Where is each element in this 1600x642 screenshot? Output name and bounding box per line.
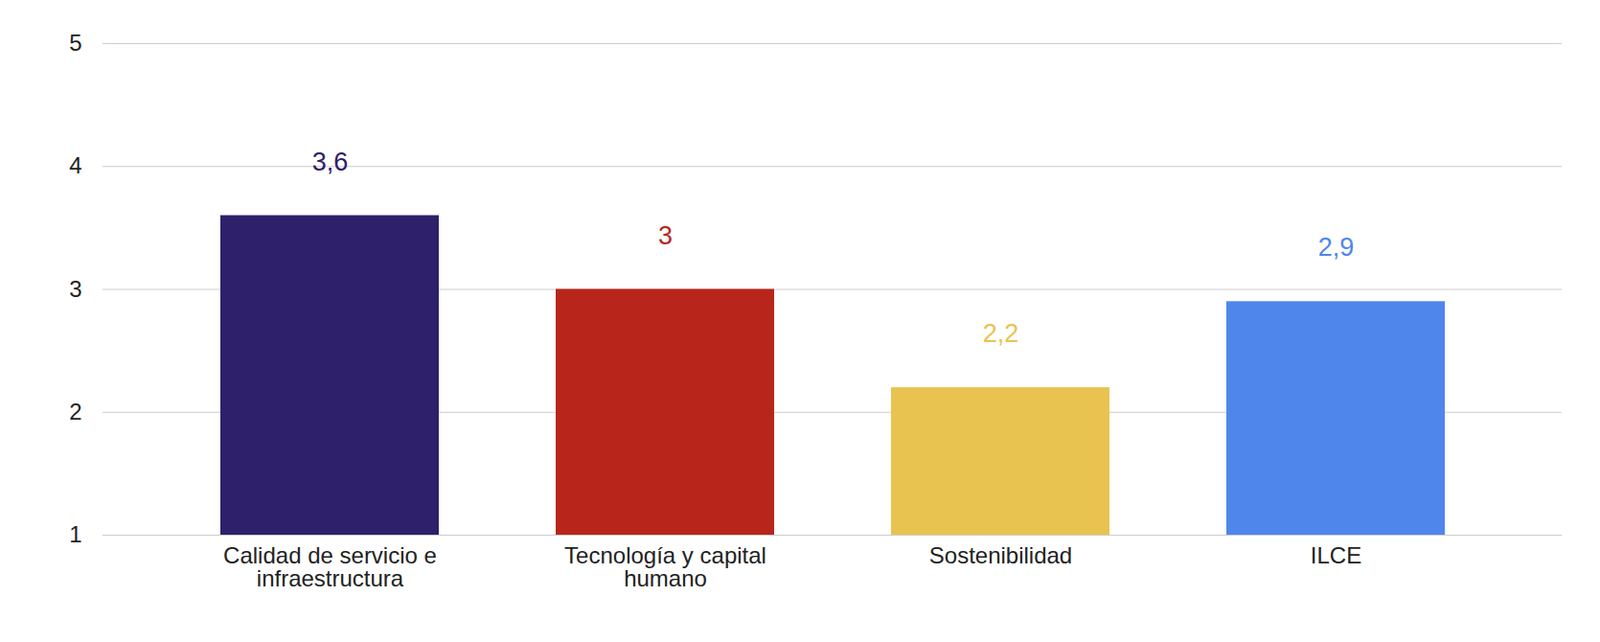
svg-text:Calidad de servicio einfraestr: Calidad de servicio einfraestructura	[223, 542, 437, 592]
svg-text:1: 1	[68, 521, 82, 548]
svg-text:5: 5	[68, 29, 82, 56]
svg-text:2: 2	[68, 398, 82, 425]
svg-text:2,9: 2,9	[1318, 232, 1355, 262]
svg-text:ILCE: ILCE	[1310, 542, 1362, 569]
svg-text:Tecnología y capitalhumano: Tecnología y capitalhumano	[564, 542, 767, 592]
svg-text:3: 3	[68, 275, 82, 302]
svg-text:3: 3	[658, 221, 673, 251]
svg-text:3,6: 3,6	[312, 147, 349, 177]
svg-text:2,2: 2,2	[982, 319, 1020, 348]
svg-text:Sostenibilidad: Sostenibilidad	[929, 542, 1073, 569]
svg-text:4: 4	[68, 152, 82, 179]
